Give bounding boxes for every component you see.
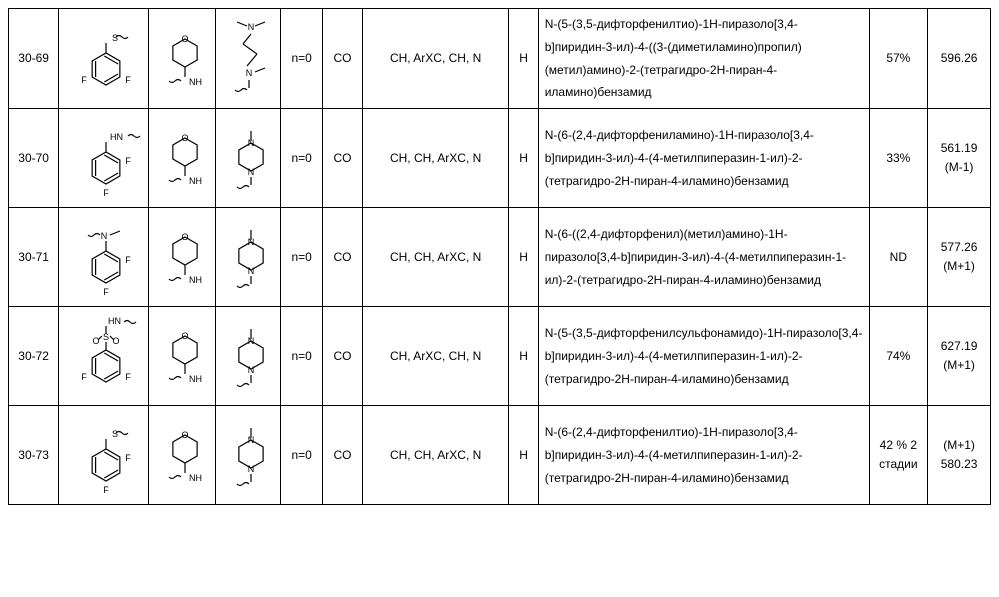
svg-text:HN: HN [110, 132, 123, 142]
compound-id: 30-69 [9, 9, 59, 109]
compound-id: 30-71 [9, 208, 59, 307]
structure-3: NN [216, 109, 281, 208]
structure-2: O NH [149, 406, 216, 505]
structure-3: NN [216, 406, 281, 505]
structure-2: O NH [149, 9, 216, 109]
svg-text:F: F [126, 75, 132, 85]
n-value: n=0 [281, 109, 323, 208]
svg-text:F: F [104, 485, 110, 495]
n-value: n=0 [281, 307, 323, 406]
svg-text:N: N [248, 266, 255, 276]
svg-text:F: F [104, 287, 110, 297]
yield: 74% [869, 307, 928, 406]
table-body: 30-69SFFONHNNn=0COCH, ArXC, CH, NHN-(5-(… [9, 9, 991, 505]
svg-text:N: N [248, 167, 255, 177]
svg-text:NH: NH [189, 275, 202, 285]
pattern: CH, CH, ArXC, N [362, 109, 509, 208]
r-value: H [509, 109, 538, 208]
svg-text:F: F [126, 372, 132, 382]
mass-spec: 561.19 (M-1) [928, 109, 991, 208]
pattern: CH, ArXC, CH, N [362, 307, 509, 406]
pattern: CH, CH, ArXC, N [362, 406, 509, 505]
svg-text:NH: NH [189, 473, 202, 483]
svg-text:N: N [101, 231, 108, 241]
r-value: H [509, 208, 538, 307]
table-row: 30-72SOOHNFFONHNNn=0COCH, ArXC, CH, NHN-… [9, 307, 991, 406]
structure-1: S F F [59, 406, 149, 505]
structure-3: NN [216, 307, 281, 406]
pattern: CH, ArXC, CH, N [362, 9, 509, 109]
svg-text:O: O [113, 336, 120, 346]
svg-text:F: F [126, 453, 132, 463]
compound-id: 30-73 [9, 406, 59, 505]
svg-text:HN: HN [108, 316, 121, 326]
svg-text:S: S [112, 33, 118, 43]
svg-text:O: O [93, 336, 100, 346]
svg-text:N: N [248, 22, 255, 32]
yield: 33% [869, 109, 928, 208]
svg-text:F: F [104, 188, 110, 198]
yield: 57% [869, 9, 928, 109]
svg-text:O: O [182, 133, 189, 143]
n-value: n=0 [281, 9, 323, 109]
svg-text:NH: NH [189, 77, 202, 87]
mass-spec: (M+1) 580.23 [928, 406, 991, 505]
structure-1: HN F F [59, 109, 149, 208]
table-row: 30-73 S F F O NH NNn=0COCH, CH, ArXC, NHN-(6-(… [9, 406, 991, 505]
r-value: H [509, 406, 538, 505]
structure-2: O NH [149, 208, 216, 307]
compound-name: N-(5-(3,5-дифторфенилтио)-1H-пиразоло[3,… [538, 9, 869, 109]
mass-spec: 596.26 [928, 9, 991, 109]
link-value: CO [323, 406, 363, 505]
link-value: CO [323, 9, 363, 109]
svg-text:F: F [82, 372, 88, 382]
svg-text:N: N [248, 464, 255, 474]
svg-text:NH: NH [189, 176, 202, 186]
svg-text:O: O [182, 430, 189, 440]
mass-spec: 627.19 (M+1) [928, 307, 991, 406]
r-value: H [509, 307, 538, 406]
n-value: n=0 [281, 406, 323, 505]
structure-1: N F F [59, 208, 149, 307]
svg-text:F: F [126, 156, 132, 166]
svg-text:F: F [126, 255, 132, 265]
yield: ND [869, 208, 928, 307]
compound-name: N-(6-(2,4-дифторфенилтио)-1H-пиразоло[3,… [538, 406, 869, 505]
structure-3: NN [216, 208, 281, 307]
table-row: 30-70 HN F F O NH NNn=0COCH, CH, ArXC, NHN-(6-… [9, 109, 991, 208]
structure-3: NN [216, 9, 281, 109]
compound-id: 30-72 [9, 307, 59, 406]
r-value: H [509, 9, 538, 109]
svg-text:N: N [246, 68, 253, 78]
structure-1: S F F [59, 9, 149, 109]
link-value: CO [323, 307, 363, 406]
link-value: CO [323, 208, 363, 307]
compound-name: N-(6-(2,4-дифторфениламино)-1H-пиразоло[… [538, 109, 869, 208]
svg-text:NH: NH [189, 374, 202, 384]
compound-name: N-(6-((2,4-дифторфенил)(метил)амино)-1H-… [538, 208, 869, 307]
n-value: n=0 [281, 208, 323, 307]
compound-name: N-(5-(3,5-дифторфенилсульфонамидо)-1H-пи… [538, 307, 869, 406]
svg-text:O: O [182, 34, 189, 44]
svg-text:F: F [82, 75, 88, 85]
compound-table: 30-69SFFONHNNn=0COCH, ArXC, CH, NHN-(5-(… [8, 8, 991, 505]
pattern: CH, CH, ArXC, N [362, 208, 509, 307]
compound-id: 30-70 [9, 109, 59, 208]
structure-2: O NH [149, 307, 216, 406]
mass-spec: 577.26 (M+1) [928, 208, 991, 307]
structure-2: O NH [149, 109, 216, 208]
svg-text:O: O [182, 232, 189, 242]
svg-text:O: O [182, 331, 189, 341]
table-row: 30-71 N F F O NH NNn=0COCH, CH, ArXC, NHN-(6-(… [9, 208, 991, 307]
yield: 42 % 2 стадии [869, 406, 928, 505]
svg-text:N: N [248, 365, 255, 375]
structure-1: SOOHNFF [59, 307, 149, 406]
table-row: 30-69SFFONHNNn=0COCH, ArXC, CH, NHN-(5-(… [9, 9, 991, 109]
svg-text:S: S [112, 429, 118, 439]
link-value: CO [323, 109, 363, 208]
